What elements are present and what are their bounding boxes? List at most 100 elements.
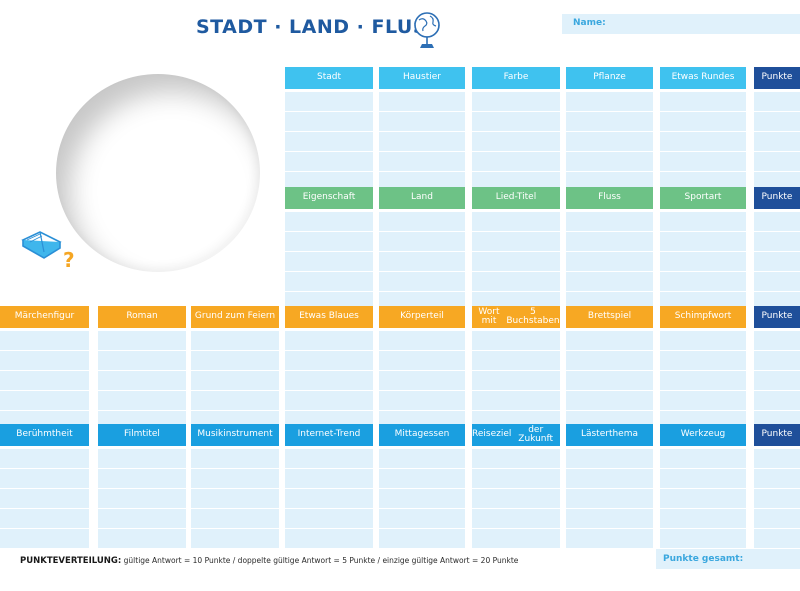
answer-cell[interactable] (660, 331, 746, 350)
answer-cell[interactable] (285, 212, 373, 231)
points-cell[interactable] (754, 92, 800, 111)
answer-cell[interactable] (285, 272, 373, 291)
answer-cell[interactable] (0, 351, 89, 370)
answer-cell[interactable] (285, 172, 373, 191)
answer-cell[interactable] (98, 449, 186, 468)
answer-cell[interactable] (660, 469, 746, 488)
answer-cell[interactable] (660, 529, 746, 548)
answer-cell[interactable] (660, 92, 746, 111)
answer-cell[interactable] (660, 449, 746, 468)
answer-cell[interactable] (566, 112, 653, 131)
points-cell[interactable] (754, 152, 800, 171)
answer-cell[interactable] (566, 449, 653, 468)
answer-cell[interactable] (472, 132, 560, 151)
answer-cell[interactable] (0, 391, 89, 410)
answer-cell[interactable] (98, 391, 186, 410)
answer-cell[interactable] (0, 509, 89, 528)
answer-cell[interactable] (566, 331, 653, 350)
answer-cell[interactable] (98, 371, 186, 390)
answer-cell[interactable] (0, 331, 89, 350)
answer-cell[interactable] (379, 172, 465, 191)
points-cell[interactable] (754, 112, 800, 131)
answer-cell[interactable] (566, 371, 653, 390)
answer-cell[interactable] (660, 391, 746, 410)
points-cell[interactable] (754, 529, 800, 548)
answer-cell[interactable] (566, 272, 653, 291)
answer-cell[interactable] (566, 172, 653, 191)
answer-cell[interactable] (285, 232, 373, 251)
answer-cell[interactable] (285, 112, 373, 131)
answer-cell[interactable] (98, 469, 186, 488)
answer-cell[interactable] (472, 112, 560, 131)
answer-cell[interactable] (98, 331, 186, 350)
answer-cell[interactable] (566, 529, 653, 548)
answer-cell[interactable] (660, 132, 746, 151)
answer-cell[interactable] (379, 112, 465, 131)
answer-cell[interactable] (566, 391, 653, 410)
answer-cell[interactable] (472, 469, 560, 488)
answer-cell[interactable] (285, 92, 373, 111)
answer-cell[interactable] (191, 489, 279, 508)
answer-cell[interactable] (379, 489, 465, 508)
answer-cell[interactable] (472, 232, 560, 251)
answer-cell[interactable] (191, 469, 279, 488)
answer-cell[interactable] (472, 252, 560, 271)
answer-cell[interactable] (660, 112, 746, 131)
points-cell[interactable] (754, 212, 800, 231)
answer-cell[interactable] (98, 351, 186, 370)
answer-cell[interactable] (472, 509, 560, 528)
answer-cell[interactable] (566, 469, 653, 488)
answer-cell[interactable] (285, 391, 373, 410)
answer-cell[interactable] (379, 252, 465, 271)
answer-cell[interactable] (285, 371, 373, 390)
answer-cell[interactable] (98, 489, 186, 508)
answer-cell[interactable] (660, 489, 746, 508)
answer-cell[interactable] (191, 509, 279, 528)
answer-cell[interactable] (660, 212, 746, 231)
answer-cell[interactable] (379, 449, 465, 468)
answer-cell[interactable] (566, 232, 653, 251)
points-cell[interactable] (754, 391, 800, 410)
answer-cell[interactable] (379, 391, 465, 410)
answer-cell[interactable] (472, 152, 560, 171)
answer-cell[interactable] (379, 509, 465, 528)
answer-cell[interactable] (566, 489, 653, 508)
answer-cell[interactable] (285, 152, 373, 171)
answer-cell[interactable] (379, 529, 465, 548)
answer-cell[interactable] (472, 449, 560, 468)
answer-cell[interactable] (0, 489, 89, 508)
answer-cell[interactable] (285, 351, 373, 370)
answer-cell[interactable] (191, 391, 279, 410)
answer-cell[interactable] (98, 509, 186, 528)
points-cell[interactable] (754, 371, 800, 390)
answer-cell[interactable] (0, 371, 89, 390)
answer-cell[interactable] (566, 509, 653, 528)
answer-cell[interactable] (660, 272, 746, 291)
answer-cell[interactable] (472, 272, 560, 291)
answer-cell[interactable] (379, 152, 465, 171)
points-cell[interactable] (754, 272, 800, 291)
answer-cell[interactable] (379, 469, 465, 488)
answer-cell[interactable] (660, 509, 746, 528)
points-cell[interactable] (754, 172, 800, 191)
answer-cell[interactable] (379, 212, 465, 231)
points-cell[interactable] (754, 331, 800, 350)
points-cell[interactable] (754, 132, 800, 151)
answer-cell[interactable] (0, 469, 89, 488)
points-cell[interactable] (754, 509, 800, 528)
answer-cell[interactable] (472, 351, 560, 370)
points-cell[interactable] (754, 351, 800, 370)
answer-cell[interactable] (472, 371, 560, 390)
answer-cell[interactable] (285, 489, 373, 508)
answer-cell[interactable] (0, 529, 89, 548)
points-cell[interactable] (754, 469, 800, 488)
answer-cell[interactable] (191, 449, 279, 468)
answer-cell[interactable] (472, 529, 560, 548)
answer-cell[interactable] (660, 252, 746, 271)
answer-cell[interactable] (472, 92, 560, 111)
answer-cell[interactable] (379, 371, 465, 390)
answer-cell[interactable] (379, 132, 465, 151)
answer-cell[interactable] (285, 449, 373, 468)
answer-cell[interactable] (285, 529, 373, 548)
answer-cell[interactable] (379, 232, 465, 251)
